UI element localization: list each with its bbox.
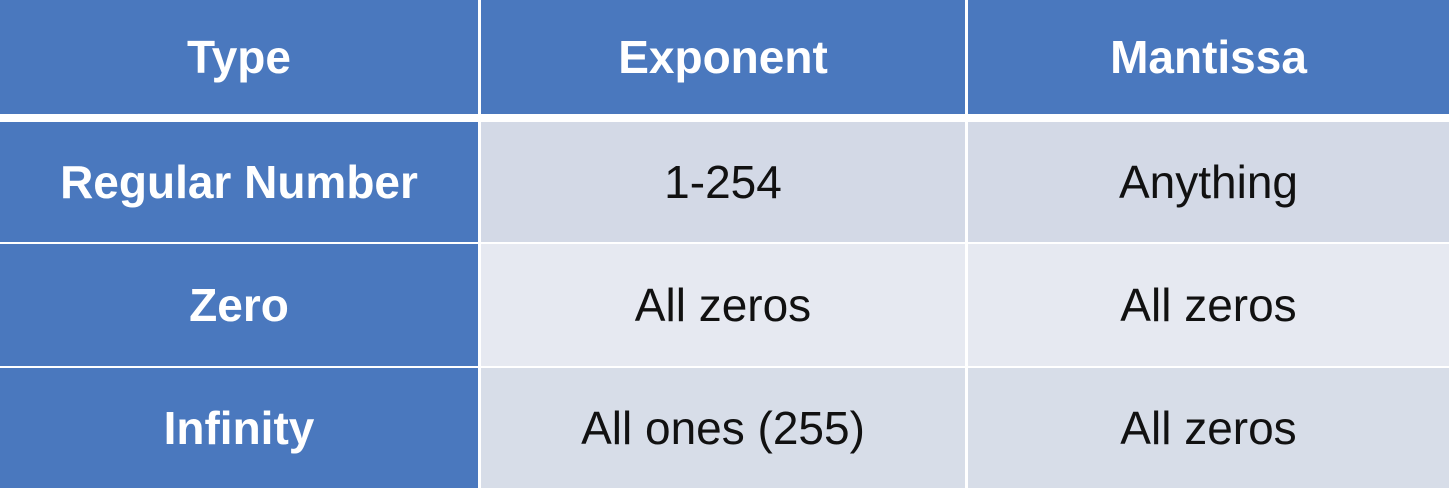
cell-infinity-mantissa: All zeros — [968, 366, 1449, 488]
column-header-exponent: Exponent — [481, 0, 968, 114]
cell-zero-mantissa: All zeros — [968, 242, 1449, 366]
cell-regular-mantissa: Anything — [968, 114, 1449, 242]
cell-regular-exponent: 1-254 — [481, 114, 968, 242]
row-header-zero: Zero — [0, 242, 481, 366]
cell-zero-exponent: All zeros — [481, 242, 968, 366]
column-header-mantissa: Mantissa — [968, 0, 1449, 114]
row-header-regular-number: Regular Number — [0, 114, 481, 242]
cell-infinity-exponent: All ones (255) — [481, 366, 968, 488]
column-header-type: Type — [0, 0, 481, 114]
row-header-infinity: Infinity — [0, 366, 481, 488]
